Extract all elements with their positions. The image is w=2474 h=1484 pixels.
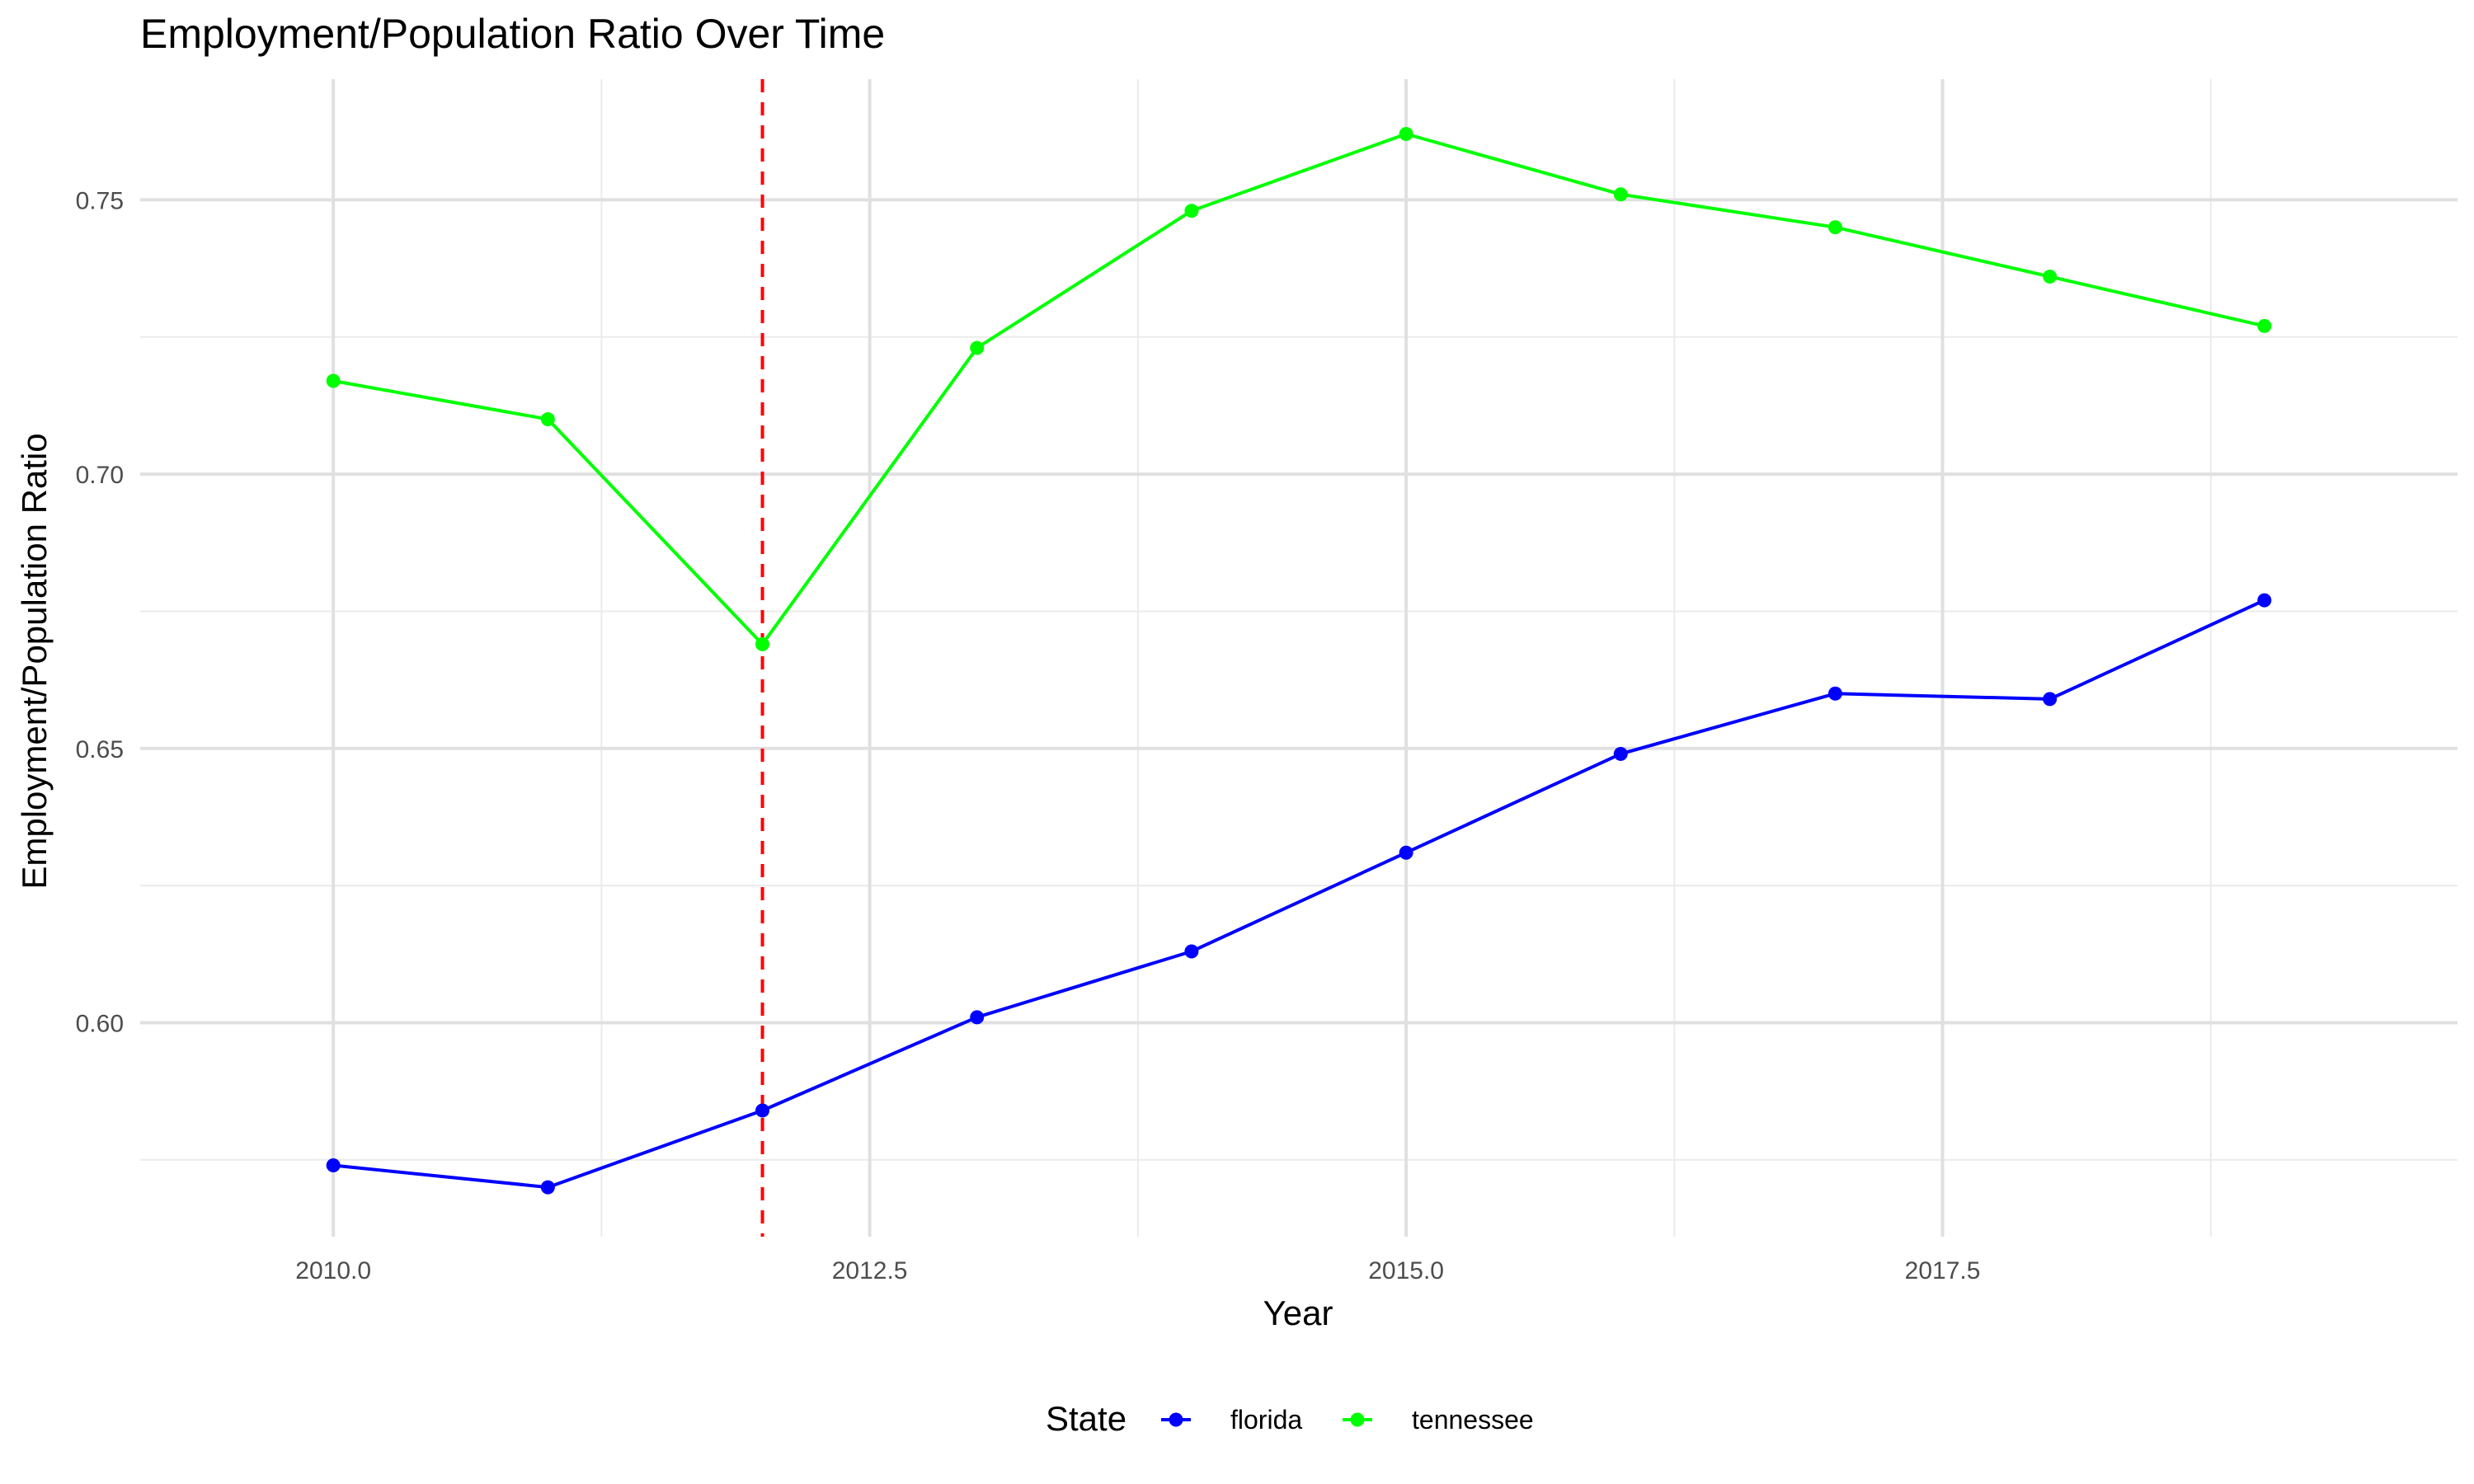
- data-point: [1827, 686, 1842, 701]
- major-gridlines: [140, 79, 2458, 1237]
- data-point: [1399, 845, 1413, 860]
- x-tick-label: 2017.5: [1905, 1257, 1981, 1284]
- data-point: [755, 636, 770, 651]
- legend-item-tennessee: tennessee: [1343, 1405, 1534, 1435]
- data-point: [970, 1010, 985, 1025]
- data-point: [1399, 127, 1413, 142]
- series-line: [332, 599, 2265, 1190]
- data-point: [1613, 187, 1628, 202]
- tick-labels: 2010.0 2012.5 2015.0 2017.5 0.60 0.65 0.70 0.75: [76, 187, 1981, 1284]
- x-tick-label: 2012.5: [832, 1257, 908, 1284]
- data-point: [1184, 204, 1199, 218]
- legend-key-point: [1169, 1412, 1183, 1427]
- x-tick-label: 2015.0: [1368, 1257, 1444, 1284]
- series-florida: [326, 593, 2272, 1195]
- y-tick-label: 0.75: [76, 187, 124, 214]
- y-tick-label: 0.70: [76, 462, 124, 489]
- data-point: [540, 412, 555, 427]
- series-line: [332, 132, 2265, 646]
- legend-title: State: [1046, 1399, 1126, 1438]
- y-axis-title: Employment/Population Ratio: [15, 433, 54, 889]
- chart-title: Employment/Population Ratio Over Time: [140, 11, 885, 57]
- legend-label: tennessee: [1412, 1405, 1534, 1435]
- data-point: [1827, 220, 1842, 235]
- legend-key-point: [1350, 1412, 1365, 1427]
- data-point: [2257, 318, 2272, 333]
- y-tick-label: 0.65: [76, 736, 124, 763]
- data-point: [326, 1158, 341, 1172]
- y-tick-label: 0.60: [76, 1010, 124, 1037]
- data-point: [326, 373, 341, 388]
- legend-items: florida tennessee: [1161, 1405, 1534, 1435]
- legend: State florida tennessee: [1046, 1399, 1534, 1438]
- data-point: [2043, 270, 2058, 284]
- data-point: [755, 1103, 770, 1118]
- x-axis-title: Year: [1263, 1294, 1333, 1332]
- series-layer: [326, 127, 2272, 1195]
- series-tennessee: [326, 127, 2272, 651]
- data-point: [970, 340, 985, 355]
- data-point: [2257, 593, 2272, 608]
- data-point: [2043, 692, 2058, 707]
- minor-gridlines: [140, 79, 2458, 1237]
- legend-item-florida: florida: [1161, 1405, 1302, 1435]
- data-point: [540, 1180, 555, 1195]
- x-tick-label: 2010.0: [295, 1257, 371, 1284]
- data-point: [1613, 746, 1628, 761]
- legend-label: florida: [1230, 1405, 1302, 1435]
- data-point: [1184, 944, 1199, 959]
